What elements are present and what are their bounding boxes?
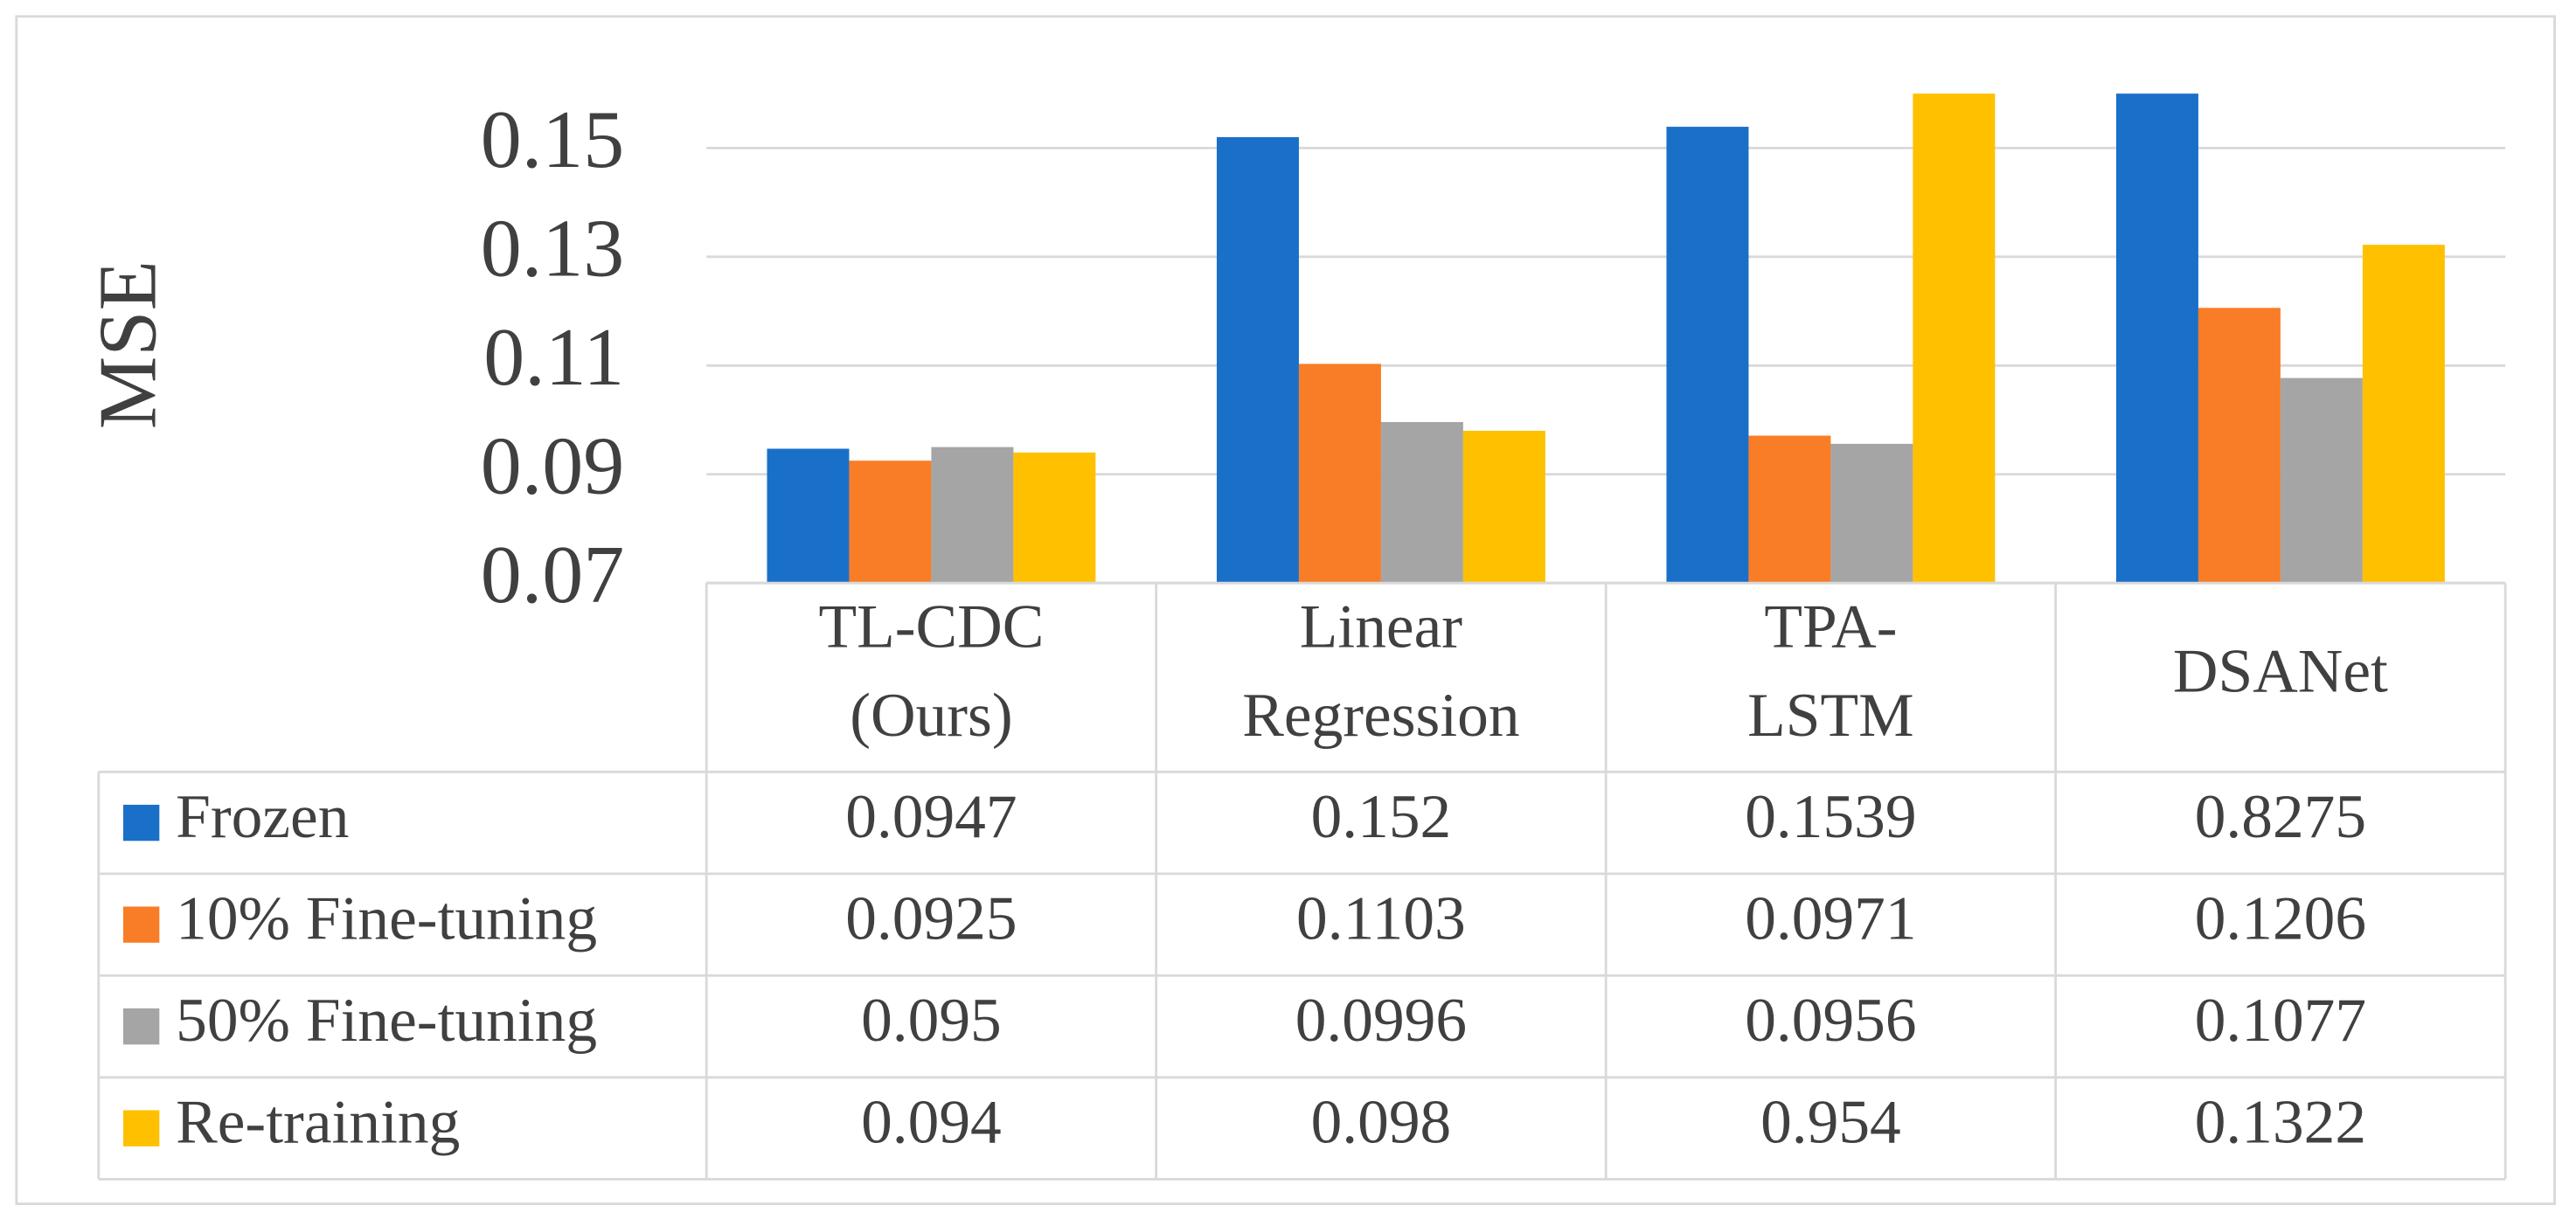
bar	[1830, 443, 1913, 584]
bar	[767, 448, 850, 584]
table-value: 0.0947	[845, 782, 1017, 851]
bar	[1216, 136, 1299, 584]
legend-swatch	[122, 1110, 160, 1146]
bar	[2280, 377, 2363, 584]
legend-swatch	[122, 804, 160, 842]
bar	[931, 447, 1014, 584]
table-value: 0.0971	[1745, 884, 1916, 953]
bars	[767, 94, 2445, 584]
bar	[1462, 430, 1545, 584]
bar	[1380, 421, 1463, 584]
category-label: DSANet	[2173, 637, 2388, 706]
table-value: 0.8275	[2195, 782, 2366, 851]
category-label: Linear Regression	[1242, 592, 1519, 750]
table-value: 0.0925	[845, 884, 1017, 953]
y-tick-label: 0.13	[481, 203, 624, 294]
bar	[2115, 94, 2198, 584]
legend-label: 10% Fine-tuning	[176, 884, 597, 953]
table-value: 0.094	[861, 1088, 1002, 1157]
category-label: TL-CDC (Ours)	[819, 592, 1045, 750]
legend-swatch	[122, 906, 160, 943]
table-value: 0.152	[1311, 782, 1452, 851]
bar	[1298, 364, 1381, 584]
bar	[2362, 245, 2445, 584]
table-value: 0.098	[1311, 1088, 1452, 1157]
grid: 0.07 0.09 0.11 0.13 0.15	[481, 94, 2506, 620]
bar	[1666, 127, 1749, 584]
y-tick-label: 0.07	[481, 530, 624, 620]
table-value: 0.1206	[2195, 884, 2366, 953]
data-table: TL-CDC (Ours) Linear Regression TPA-LSTM DSAN…	[97, 581, 2507, 1181]
legend-label: Frozen	[176, 782, 349, 851]
y-tick-label: 0.09	[481, 420, 624, 511]
table-value: 0.095	[861, 986, 1002, 1055]
bar	[1013, 452, 1096, 584]
y-tick-label: 0.11	[483, 312, 624, 403]
y-tick-label: 0.15	[481, 94, 624, 185]
legend-swatch	[122, 1008, 160, 1045]
bar	[1748, 435, 1831, 584]
table-value: 0.1077	[2195, 986, 2366, 1055]
legend-label: 50% Fine-tuning	[176, 986, 597, 1055]
table-value: 0.1539	[1745, 782, 1916, 851]
bar	[2198, 308, 2281, 584]
table-value: 0.0996	[1295, 986, 1467, 1055]
y-axis-label: MSE	[83, 260, 174, 429]
category-label: TPA-LSTM	[1747, 592, 1913, 750]
table-value: 0.0956	[1745, 986, 1916, 1055]
legend-label: Re-training	[176, 1088, 460, 1157]
bar	[1913, 94, 1996, 584]
table-value: 0.954	[1760, 1088, 1901, 1157]
table-value: 0.1322	[2195, 1088, 2366, 1157]
bar	[849, 461, 932, 584]
table-value: 0.1103	[1296, 884, 1466, 953]
